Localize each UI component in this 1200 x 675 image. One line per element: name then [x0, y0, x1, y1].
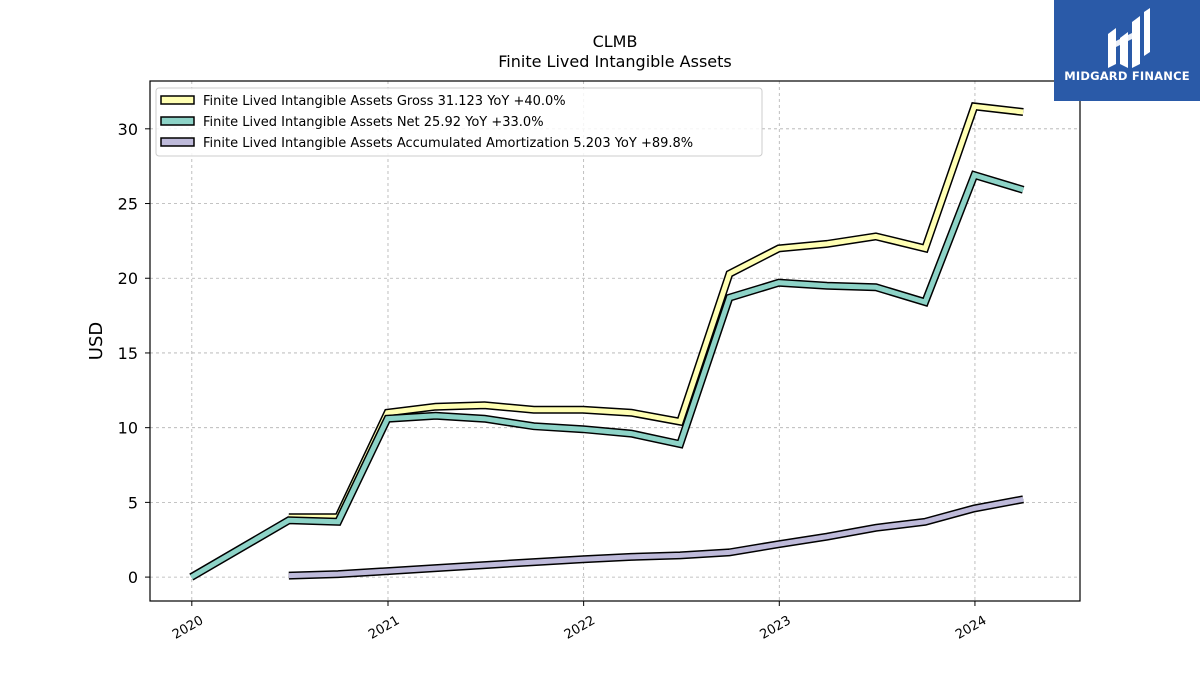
y-tick-label: 0	[128, 568, 138, 587]
y-tick-label: 10	[118, 419, 138, 438]
legend-swatch	[160, 95, 195, 105]
x-tick-label: 2024	[953, 613, 989, 643]
legend-label: Finite Lived Intangible Assets Accumulat…	[203, 136, 693, 151]
y-tick-label: 25	[118, 195, 138, 214]
legend-label: Finite Lived Intangible Assets Net 25.92…	[203, 115, 544, 130]
y-tick-label: 15	[118, 344, 138, 363]
series-lines	[189, 102, 1025, 581]
legend-label: Finite Lived Intangible Assets Gross 31.…	[203, 94, 566, 109]
chart-title: CLMB	[592, 32, 638, 51]
plot-frame	[149, 80, 1081, 602]
midgard-logo-icon	[1108, 8, 1150, 68]
y-tick-label: 20	[118, 269, 138, 288]
chart-subtitle: Finite Lived Intangible Assets	[498, 52, 732, 71]
legend-swatch	[160, 137, 195, 147]
grid	[150, 81, 1080, 601]
legend-swatch	[160, 116, 195, 126]
x-tick-label: 2020	[170, 613, 206, 643]
x-tick-label: 2021	[366, 613, 402, 643]
x-tick-label: 2023	[757, 613, 793, 643]
y-tick-label: 30	[118, 120, 138, 139]
series-outline	[288, 102, 1024, 522]
y-tick-label: 5	[128, 493, 138, 512]
legend-box	[155, 87, 763, 157]
series-line-2	[288, 496, 1024, 579]
series-line-1	[190, 172, 1024, 580]
brand-logo: MIDGARD FINANCE	[1054, 0, 1200, 101]
y-axis-label: USD	[86, 322, 107, 360]
series-line-0	[288, 103, 1024, 520]
x-tick-label: 2022	[562, 613, 598, 643]
series-outline	[288, 495, 1024, 580]
logo-text: MIDGARD FINANCE	[1064, 69, 1190, 83]
legend: Finite Lived Intangible Assets Gross 31.…	[155, 87, 763, 157]
